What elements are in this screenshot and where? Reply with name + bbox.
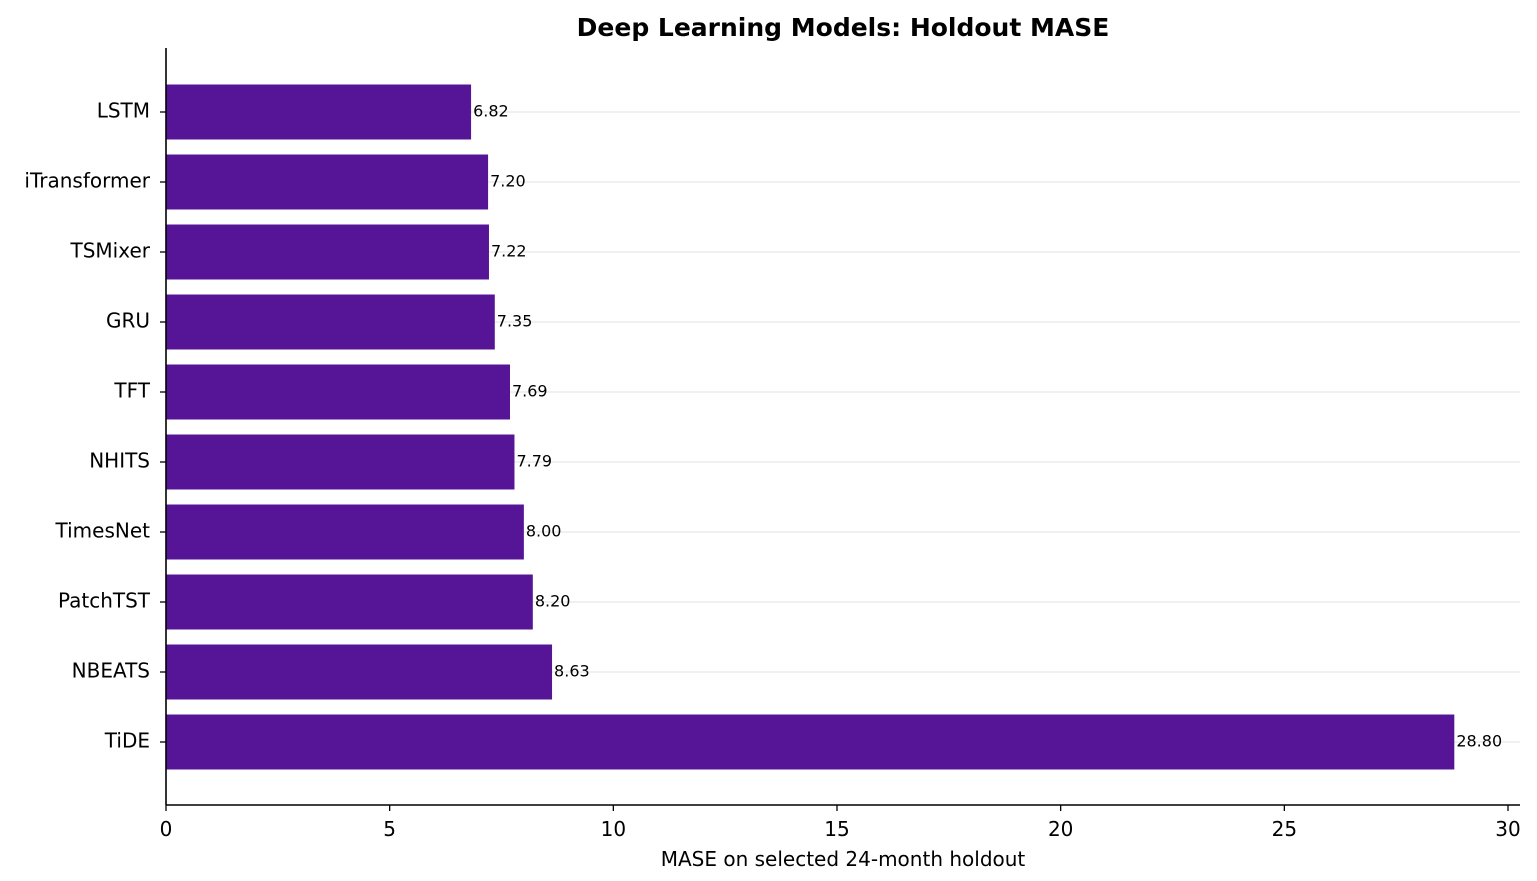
value-label: 8.20 [535, 592, 571, 611]
y-axis-category-labels: LSTM iTransformer TSMixer GRU TFT NHITS TimesN… [24, 99, 166, 753]
category-label: TimesNet [55, 519, 151, 543]
value-label: 7.22 [491, 242, 527, 261]
value-label: 7.79 [516, 452, 552, 471]
value-label: 7.35 [497, 312, 533, 331]
bar-lstm [166, 84, 472, 140]
x-axis-ticks: 0 5 10 15 20 25 30 [160, 805, 1521, 841]
bar-patchtst [166, 574, 533, 630]
bar-timesnet [166, 504, 524, 560]
bar-tft [166, 364, 510, 420]
x-tick-label: 5 [383, 817, 396, 841]
x-tick-label: 20 [1048, 817, 1073, 841]
category-label: TFT [113, 379, 150, 403]
bar-nhits [166, 434, 515, 490]
value-label: 7.69 [512, 382, 548, 401]
bar-gru [166, 294, 495, 350]
value-label: 28.80 [1456, 732, 1502, 751]
bar-itransformer [166, 154, 489, 210]
bar-tide [166, 714, 1455, 770]
category-label: LSTM [97, 99, 150, 123]
category-label: NBEATS [72, 659, 150, 683]
x-tick-label: 25 [1272, 817, 1297, 841]
category-label: NHITS [89, 449, 150, 473]
x-tick-label: 30 [1495, 817, 1520, 841]
category-label: TiDE [104, 729, 150, 753]
x-tick-label: 15 [824, 817, 849, 841]
category-label: iTransformer [24, 169, 150, 193]
category-label: GRU [106, 309, 150, 333]
bar-nbeats [166, 644, 553, 700]
category-label: TSMixer [70, 239, 151, 263]
bars [166, 84, 1455, 770]
category-label: PatchTST [58, 589, 151, 613]
x-axis-label: MASE on selected 24-month holdout [661, 847, 1026, 871]
value-labels: 6.82 7.20 7.22 7.35 7.69 7.79 8.00 8.20 8.63 28.8… [473, 102, 1502, 751]
bar-tsmixer [166, 224, 489, 280]
chart-title: Deep Learning Models: Holdout MASE [577, 13, 1110, 42]
x-tick-label: 10 [601, 817, 626, 841]
value-label: 8.00 [526, 522, 562, 541]
value-label: 6.82 [473, 102, 509, 121]
value-label: 7.20 [490, 172, 526, 191]
x-tick-label: 0 [160, 817, 173, 841]
value-label: 8.63 [554, 662, 590, 681]
